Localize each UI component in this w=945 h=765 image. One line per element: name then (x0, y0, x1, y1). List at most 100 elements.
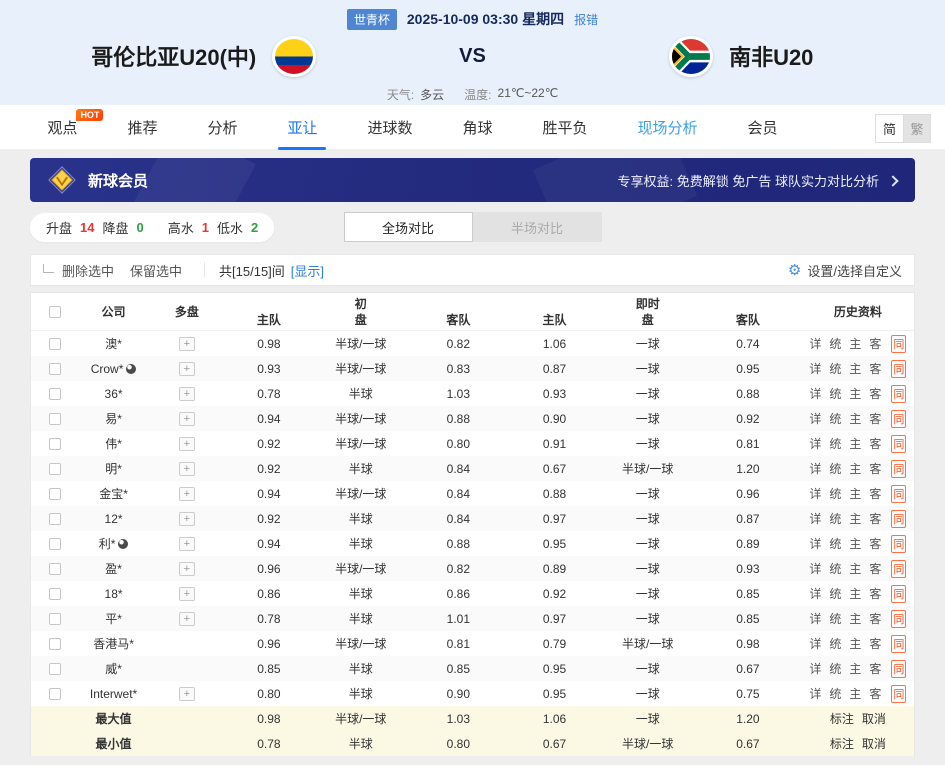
tab-yarang[interactable]: 亚让 (287, 105, 317, 150)
history-link-stats[interactable]: 统 (829, 512, 842, 526)
company-name[interactable]: 澳* (105, 337, 122, 351)
history-link-away[interactable]: 客 (869, 662, 882, 676)
company-name[interactable]: 平* (105, 612, 122, 626)
history-link-same[interactable]: 同 (891, 459, 907, 478)
history-link-home[interactable]: 主 (849, 462, 862, 476)
expand-plus-button[interactable]: + (178, 586, 195, 601)
history-link-same[interactable]: 同 (891, 434, 907, 453)
tab-fenxi[interactable]: 分析 (207, 119, 238, 137)
company-name[interactable]: 明* (105, 462, 122, 476)
history-link-same[interactable]: 同 (891, 509, 907, 528)
history-link-detail[interactable]: 详 (809, 362, 822, 376)
history-link-same[interactable]: 同 (891, 334, 907, 353)
expand-plus-button[interactable]: + (178, 411, 195, 426)
row-checkbox[interactable] (48, 337, 61, 350)
expand-plus-button[interactable]: + (178, 336, 195, 351)
history-link-away[interactable]: 客 (869, 537, 882, 551)
company-name[interactable]: 金宝* (99, 487, 128, 501)
tab-jinqiushu[interactable]: 进球数 (367, 119, 413, 137)
company-name[interactable]: Crow* (90, 361, 124, 376)
history-link-same[interactable]: 同 (891, 534, 907, 553)
history-link-home[interactable]: 主 (849, 512, 862, 526)
lang-traditional-button[interactable]: 繁 (903, 115, 930, 142)
expand-plus-button[interactable]: + (178, 536, 195, 551)
row-checkbox[interactable] (48, 637, 61, 650)
expand-plus-button[interactable]: + (178, 686, 195, 701)
history-link-stats[interactable]: 统 (829, 687, 842, 701)
history-link-same[interactable]: 同 (891, 559, 907, 578)
history-link-same[interactable]: 同 (891, 684, 907, 703)
history-link-detail[interactable]: 详 (809, 537, 822, 551)
history-link-away[interactable]: 客 (869, 637, 882, 651)
company-name[interactable]: 利* (98, 537, 116, 551)
settings-button[interactable]: ⚙ 设置/选择自定义 (788, 261, 902, 280)
history-link-stats[interactable]: 统 (829, 612, 842, 626)
history-link-same[interactable]: 同 (891, 359, 907, 378)
report-error-link[interactable]: 报错 (574, 12, 599, 27)
history-link-away[interactable]: 客 (869, 412, 882, 426)
history-link-away[interactable]: 客 (869, 387, 882, 401)
summary-cancel-link[interactable]: 取消 (861, 712, 886, 726)
history-link-detail[interactable]: 详 (809, 437, 822, 451)
row-checkbox[interactable] (48, 412, 61, 425)
company-name[interactable]: 伟* (105, 437, 122, 451)
summary-cancel-link[interactable]: 取消 (861, 737, 886, 751)
history-link-home[interactable]: 主 (849, 412, 862, 426)
history-link-home[interactable]: 主 (849, 337, 862, 351)
history-link-detail[interactable]: 详 (809, 637, 822, 651)
row-checkbox[interactable] (48, 687, 61, 700)
history-link-stats[interactable]: 统 (829, 537, 842, 551)
history-link-detail[interactable]: 详 (809, 662, 822, 676)
select-corner-icon[interactable] (43, 264, 54, 273)
history-link-stats[interactable]: 统 (829, 412, 842, 426)
expand-plus-button[interactable]: + (178, 361, 195, 376)
summary-mark-link[interactable]: 标注 (829, 712, 854, 726)
history-link-away[interactable]: 客 (869, 487, 882, 501)
history-link-away[interactable]: 客 (869, 687, 882, 701)
history-link-same[interactable]: 同 (891, 584, 907, 603)
row-checkbox[interactable] (48, 662, 61, 675)
history-link-home[interactable]: 主 (849, 362, 862, 376)
history-link-same[interactable]: 同 (891, 609, 907, 628)
history-link-home[interactable]: 主 (849, 387, 862, 401)
tab-huiyuan[interactable]: 会员 (747, 119, 778, 137)
row-checkbox[interactable] (48, 537, 61, 550)
history-link-stats[interactable]: 统 (829, 587, 842, 601)
history-link-same[interactable]: 同 (891, 384, 907, 403)
history-link-away[interactable]: 客 (869, 512, 882, 526)
history-link-same[interactable]: 同 (891, 634, 907, 653)
keep-selected-button[interactable]: 保留选中 (130, 263, 183, 279)
tab-tuijian[interactable]: 推荐 (127, 119, 158, 137)
membership-banner[interactable]: 新球会员 专享权益: 免费解锁 免广告 球队实力对比分析 (30, 158, 915, 202)
half-match-toggle[interactable]: 半场对比 (472, 212, 602, 242)
history-link-home[interactable]: 主 (849, 637, 862, 651)
history-link-stats[interactable]: 统 (829, 562, 842, 576)
history-link-detail[interactable]: 详 (809, 337, 822, 351)
row-checkbox[interactable] (48, 587, 61, 600)
expand-plus-button[interactable]: + (178, 611, 195, 626)
history-link-detail[interactable]: 详 (809, 512, 822, 526)
history-link-home[interactable]: 主 (849, 662, 862, 676)
history-link-detail[interactable]: 详 (809, 612, 822, 626)
history-link-away[interactable]: 客 (869, 562, 882, 576)
company-name[interactable]: 盈* (105, 562, 122, 576)
banner-benefits[interactable]: 专享权益: 免费解锁 免广告 球队实力对比分析 (618, 171, 899, 190)
select-all-checkbox[interactable] (48, 305, 61, 318)
expand-plus-button[interactable]: + (178, 486, 195, 501)
history-link-home[interactable]: 主 (849, 437, 862, 451)
expand-plus-button[interactable]: + (178, 511, 195, 526)
history-link-stats[interactable]: 统 (829, 337, 842, 351)
history-link-same[interactable]: 同 (891, 659, 907, 678)
expand-plus-button[interactable]: + (178, 461, 195, 476)
full-match-toggle[interactable]: 全场对比 (343, 212, 473, 242)
row-checkbox[interactable] (48, 387, 61, 400)
history-link-stats[interactable]: 统 (829, 437, 842, 451)
history-link-stats[interactable]: 统 (829, 387, 842, 401)
history-link-detail[interactable]: 详 (809, 562, 822, 576)
tab-jiaoqiu[interactable]: 角球 (462, 119, 493, 137)
company-name[interactable]: 威* (105, 662, 122, 676)
history-link-away[interactable]: 客 (869, 587, 882, 601)
row-checkbox[interactable] (48, 462, 61, 475)
history-link-stats[interactable]: 统 (829, 487, 842, 501)
history-link-away[interactable]: 客 (869, 337, 882, 351)
